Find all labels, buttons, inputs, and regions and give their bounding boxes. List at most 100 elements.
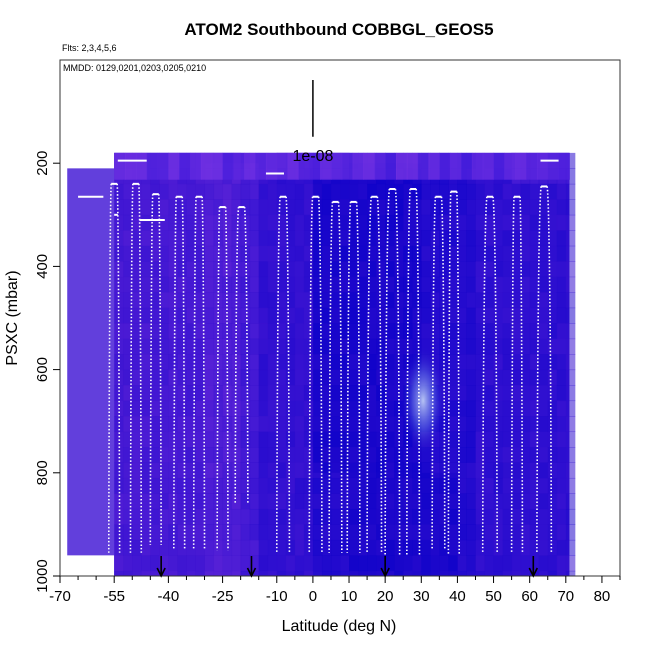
heatmap-cell	[475, 447, 486, 463]
heatmap-cell	[186, 369, 196, 386]
heatmap-cell	[141, 508, 151, 525]
heatmap-cell	[358, 245, 368, 262]
profile-ascent	[440, 196, 446, 551]
heatmap-cell	[529, 524, 540, 541]
heatmap-cell	[430, 292, 440, 309]
heatmap-cell	[358, 214, 368, 231]
heatmap-cell	[150, 292, 160, 309]
heatmap-cell	[321, 183, 332, 200]
heatmap-cell	[258, 199, 269, 216]
heatmap-cell	[358, 416, 368, 433]
heatmap-cell	[484, 524, 495, 541]
heatmap-cell	[240, 369, 251, 386]
heatmap-cell	[132, 462, 142, 479]
heatmap-cell	[258, 477, 269, 494]
heatmap-cell	[330, 539, 341, 556]
heatmap-cell	[240, 431, 251, 448]
heatmap-cell	[132, 508, 142, 525]
heatmap-cell	[340, 354, 350, 371]
heatmap-cell	[312, 400, 323, 417]
heatmap-cap-cell	[146, 152, 159, 180]
heatmap-cell	[258, 447, 269, 463]
heatmap-cell	[538, 323, 549, 340]
heatmap-cell	[195, 539, 206, 556]
heatmap-cell	[529, 477, 540, 494]
heatmap-cell	[303, 230, 314, 247]
heatmap-cell	[312, 369, 323, 386]
heatmap-cell	[213, 416, 224, 433]
heatmap-cell	[367, 214, 377, 231]
heatmap-cell	[150, 477, 160, 494]
heatmap-cell	[484, 292, 495, 309]
profile-descent	[406, 188, 411, 556]
heatmap-cell	[538, 462, 549, 479]
heatmap-cell	[547, 493, 558, 510]
heatmap-cell	[376, 183, 386, 200]
heatmap-cell	[385, 261, 395, 278]
heatmap-cell	[276, 230, 287, 247]
heatmap-cell	[303, 183, 314, 200]
heatmap-cell	[303, 369, 314, 386]
heatmap-cell	[168, 323, 178, 340]
heatmap-cell	[349, 183, 359, 200]
heatmap-cell	[204, 555, 215, 572]
heatmap-cell	[123, 462, 133, 479]
heatmap-cell	[312, 199, 323, 216]
heatmap-cell	[168, 400, 178, 417]
heatmap-cell	[312, 261, 323, 278]
heatmap-cell	[403, 539, 413, 556]
heatmap-cell	[267, 214, 278, 231]
heatmap-cell	[123, 431, 133, 448]
heatmap-cell	[141, 555, 151, 572]
heatmap-cell	[340, 431, 350, 448]
heatmap-cell	[421, 539, 431, 556]
heatmap-cell	[547, 400, 558, 417]
heatmap-cap-cell	[255, 152, 267, 180]
heatmap-cell	[186, 292, 196, 309]
heatmap-cell	[448, 245, 458, 262]
heatmap-cell	[547, 508, 558, 525]
heatmap-cell	[493, 462, 504, 479]
heatmap-cell	[367, 477, 377, 494]
heatmap-cell	[114, 354, 124, 371]
heatmap-cell	[520, 323, 531, 340]
heatmap-cell	[403, 261, 413, 278]
heatmap-cell	[430, 338, 440, 355]
heatmap-cell	[484, 230, 495, 247]
heatmap-cell	[394, 447, 404, 463]
heatmap-cell	[493, 199, 504, 216]
heatmap-cell	[484, 261, 495, 278]
heatmap-cell	[276, 416, 287, 433]
heatmap-cell	[547, 292, 558, 309]
heatmap-cell	[267, 338, 278, 355]
heatmap-cell	[141, 447, 151, 463]
heatmap-cell	[367, 369, 377, 386]
heatmap-cell	[258, 307, 269, 324]
profile-descent	[149, 194, 154, 546]
heatmap-cell	[177, 416, 187, 433]
heatmap-cell	[511, 385, 522, 402]
heatmap-cell	[502, 354, 513, 371]
heatmap-cell	[529, 369, 540, 386]
heatmap-cell	[385, 292, 395, 309]
heatmap-cell	[150, 385, 160, 402]
heatmap-cell	[213, 323, 224, 340]
heatmap-cell	[457, 276, 467, 293]
heatmap-cell	[466, 338, 476, 355]
heatmap-cell	[448, 307, 458, 324]
heatmap-cell	[132, 539, 142, 556]
heatmap-cell	[276, 385, 287, 402]
heatmap-cell	[177, 292, 187, 309]
heatmap-cell	[556, 307, 567, 324]
profile-ascent	[415, 188, 421, 556]
heatmap-cap-cell	[385, 152, 397, 180]
heatmap-cell	[448, 493, 458, 510]
heatmap-cell	[249, 369, 260, 386]
heatmap-cell	[457, 524, 467, 541]
heatmap-cell	[231, 493, 242, 510]
heatmap-cell	[285, 369, 296, 386]
heatmap-cell	[520, 338, 531, 355]
heatmap-cell	[394, 230, 404, 247]
heatmap-cell	[294, 477, 305, 494]
heatmap-cap-cell	[363, 152, 375, 180]
